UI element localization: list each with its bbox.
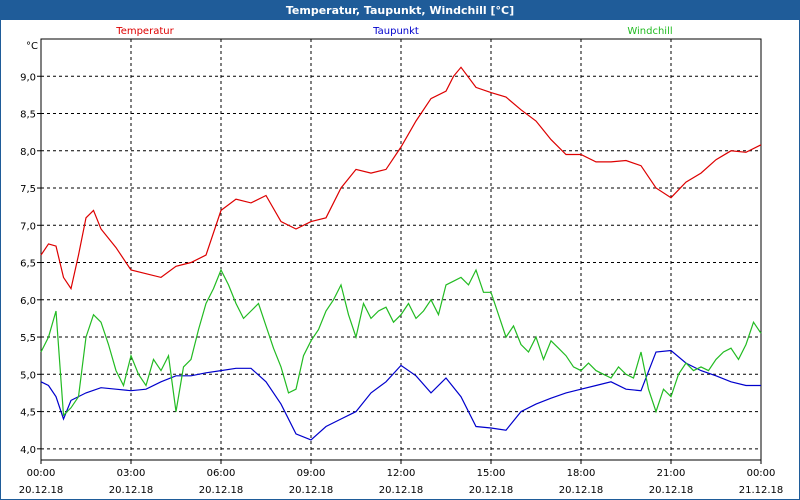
legend-label-taupunkt: Taupunkt: [372, 26, 419, 37]
x-tick-time: 03:00: [117, 468, 146, 479]
plot-border: [40, 38, 762, 461]
y-tick-label: 4,5: [20, 408, 36, 419]
axes-layer: 4,0 4,5 5,0 5,5 6,0 6,5 7,0 7,5 8,0 8,5 9,0 00:00 20…: [19, 38, 784, 496]
y-tick-label: 4,0: [20, 445, 36, 456]
y-tick-label: 8,0: [20, 147, 36, 158]
y-axis-label: °C: [26, 41, 38, 52]
y-tick-label: 8,5: [20, 110, 36, 121]
series-layer: [40, 66, 762, 441]
x-tick-time: 00:00: [747, 468, 776, 479]
window-title: Temperatur, Taupunkt, Windchill [°C]: [1, 1, 799, 20]
x-tick-time: 12:00: [387, 468, 416, 479]
x-tick-time: 18:00: [567, 468, 596, 479]
y-tick-label: 5,0: [20, 370, 36, 381]
x-tick-time: 00:00: [27, 468, 56, 479]
x-tick-date: 20.12.18: [379, 485, 424, 496]
x-tick-date: 20.12.18: [649, 485, 694, 496]
x-tick-time: 21:00: [657, 468, 686, 479]
x-tick-date: 20.12.18: [469, 485, 514, 496]
x-tick-date: 21.12.18: [739, 485, 784, 496]
y-tick-label: 7,0: [20, 221, 36, 232]
series-line-taupunkt: [40, 349, 761, 441]
x-tick-time: 15:00: [477, 468, 506, 479]
x-tick-date: 20.12.18: [19, 485, 64, 496]
legend-label-temperatur: Temperatur: [115, 26, 174, 37]
chart-area: 4,0 4,5 5,0 5,5 6,0 6,5 7,0 7,5 8,0 8,5 9,0 00:00 20…: [19, 26, 784, 496]
x-tick-time: 09:00: [297, 468, 326, 479]
legend-label-windchill: Windchill: [627, 26, 672, 37]
x-tick-date: 20.12.18: [559, 485, 604, 496]
y-tick-label: 6,5: [20, 259, 36, 270]
x-tick-date: 20.12.18: [109, 485, 154, 496]
grid-layer: [40, 39, 762, 460]
x-tick-date: 20.12.18: [199, 485, 244, 496]
series-line-windchill: [40, 268, 762, 417]
y-tick-label: 5,5: [20, 333, 36, 344]
series-line-temperatur: [40, 66, 762, 291]
y-tick-label: 6,0: [20, 296, 36, 307]
x-tick-time: 06:00: [207, 468, 236, 479]
x-tick-date: 20.12.18: [289, 485, 334, 496]
y-tick-label: 7,5: [20, 184, 36, 195]
y-tick-label: 9,0: [20, 72, 36, 83]
legend-layer: Temperatur Taupunkt Windchill: [115, 26, 672, 37]
